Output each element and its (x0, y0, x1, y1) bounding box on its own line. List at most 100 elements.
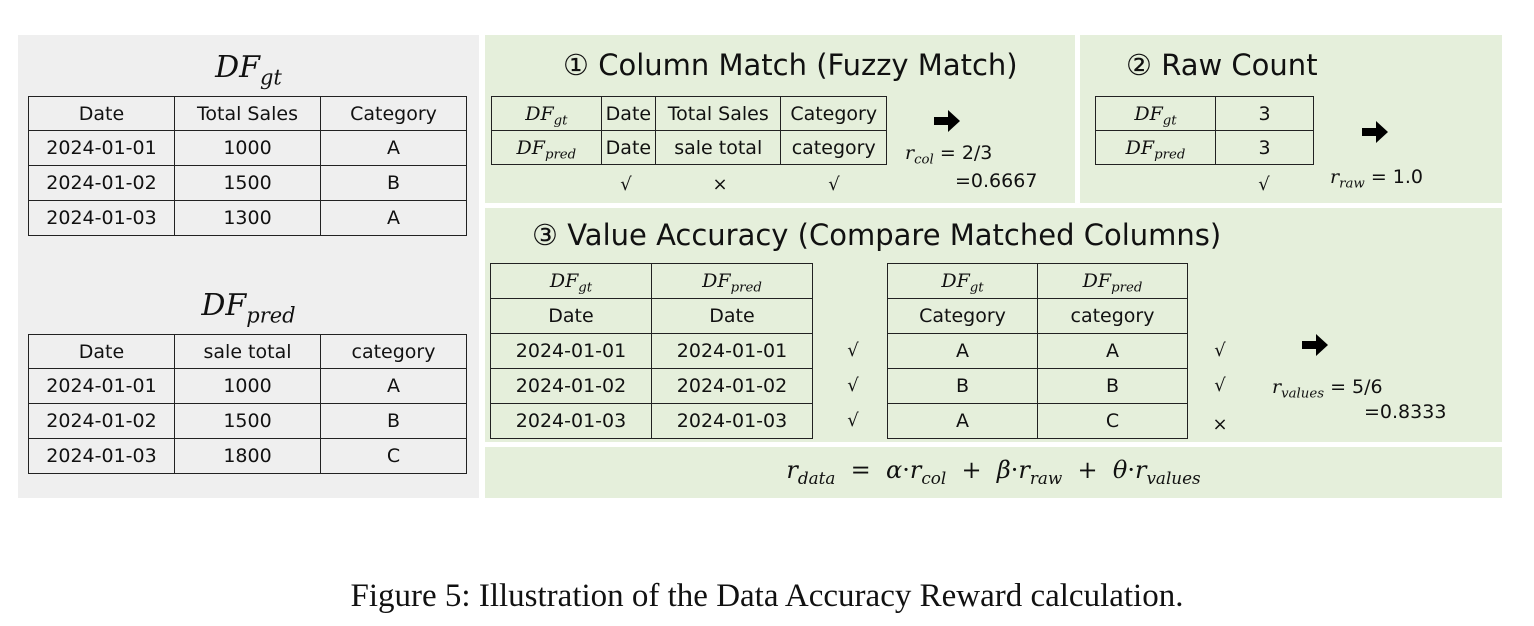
header-cell: category (320, 334, 467, 369)
formula-panel (485, 447, 1502, 498)
table-cell: 1300 (174, 200, 321, 236)
table-row: DFpred Date sale total category (491, 130, 887, 165)
formula-lhs-var: r (786, 456, 798, 484)
table-cell: 2024-01-01 (490, 333, 652, 369)
table-row: DFgt Date Total Sales Category (491, 96, 887, 131)
label-base: DF (549, 270, 579, 292)
formula-t3-var: r (1134, 456, 1147, 484)
df-gt-title-sub: gt (259, 65, 282, 90)
label-sub: gt (969, 280, 984, 296)
table-row: 2024-01-03 1800 C (28, 438, 467, 474)
table-cell: 2024-01-03 (490, 403, 652, 439)
label-base: DF (1134, 102, 1163, 125)
table-row: 2024-01-02 1500 B (28, 403, 467, 439)
table-row: 2024-01-01 1000 A (28, 368, 467, 404)
column-match-table: DFgt Date Total Sales Category DFpred Da… (491, 96, 887, 165)
formula-t3-coef: θ (1112, 456, 1128, 484)
table-cell: C (1037, 403, 1188, 439)
table-row: Date Date (490, 298, 813, 334)
table-header-row: Date sale total category (28, 334, 467, 369)
table-cell: A (1037, 333, 1188, 369)
label-base: DF (1125, 136, 1155, 159)
table-row: Category category (887, 298, 1188, 334)
table-cell: 2024-01-03 (651, 403, 813, 439)
table-cell: C (320, 438, 467, 474)
r-values-value: =0.8333 (1364, 401, 1447, 423)
table-cell: B (320, 403, 467, 439)
table-cell: 2024-01-02 (28, 165, 175, 201)
df-pred-label: DFpred (651, 263, 813, 299)
r-raw-result: rraw = 1.0 (1330, 166, 1423, 191)
result-var: r (905, 142, 915, 164)
table-cell: 1800 (174, 438, 321, 474)
right-arrow-icon (1362, 121, 1388, 143)
df-gt-label: DFgt (491, 96, 602, 131)
result-eq: = 2/3 (939, 142, 993, 164)
table-cell: B (320, 165, 467, 201)
value-accuracy-title: ③ Value Accuracy (Compare Matched Column… (532, 218, 1222, 252)
df-pred-title-base: DF (201, 288, 247, 323)
table-row: 2024-01-03 1300 A (28, 200, 467, 236)
table-cell: 2024-01-02 (651, 368, 813, 404)
formula-plus: + (961, 456, 982, 484)
table-row: 2024-01-01 1000 A (28, 130, 467, 166)
table-cell: 2024-01-01 (651, 333, 813, 369)
formula-t2-coef: β (996, 456, 1011, 484)
table-cell: A (320, 200, 467, 236)
df-pred-label: DFpred (1037, 263, 1188, 299)
table-cell: 2024-01-03 (28, 438, 175, 474)
label-base: DF (1082, 270, 1112, 292)
table-cell: 2024-01-03 (28, 200, 175, 236)
df-gt-table: Date Total Sales Category 2024-01-01 100… (28, 96, 467, 236)
table-cell: 2024-01-02 (28, 403, 175, 439)
table-cell: Date (600, 96, 657, 131)
value-table-category: DFgt DFpred Category category A A B B A … (887, 263, 1188, 439)
header-cell: Date (28, 334, 175, 369)
formula-t3-sub: values (1146, 467, 1201, 488)
label-sub: pred (1154, 147, 1186, 163)
match-mark: √ (1258, 174, 1270, 195)
formula-t1-sub: col (921, 467, 947, 488)
match-mark: × (712, 174, 728, 195)
figure-caption: Figure 5: Illustration of the Data Accur… (350, 578, 1184, 614)
df-pred-title: DFpred (18, 288, 479, 326)
df-pred-table: Date sale total category 2024-01-01 1000… (28, 334, 467, 474)
table-cell: A (887, 333, 1038, 369)
label-sub: gt (1162, 113, 1177, 129)
table-row: 2024-01-03 2024-01-03 (490, 403, 813, 439)
table-row: 2024-01-01 2024-01-01 (490, 333, 813, 369)
header-cell: Date (28, 96, 175, 131)
right-arrow-icon (934, 110, 960, 132)
header-cell: sale total (174, 334, 321, 369)
table-cell: 3 (1215, 130, 1314, 165)
result-var: r (1272, 376, 1282, 398)
table-header-row: DFgt DFpred (887, 263, 1188, 299)
r-values-result: rvalues = 5/6 (1272, 376, 1383, 401)
match-mark: √ (847, 340, 859, 361)
table-cell: B (887, 368, 1038, 404)
result-eq: = 1.0 (1370, 166, 1423, 188)
table-cell: 1500 (174, 403, 321, 439)
formula-lhs-sub: data (797, 467, 836, 488)
table-row: B B (887, 368, 1188, 404)
column-match-title: ① Column Match (Fuzzy Match) (563, 48, 1018, 82)
label-base: DF (941, 270, 970, 292)
table-cell: Category (780, 96, 887, 131)
table-cell: 2024-01-02 (490, 368, 652, 404)
label-base: DF (702, 270, 731, 292)
label-sub: pred (730, 280, 762, 296)
label-base: DF (525, 102, 554, 125)
label-sub: gt (553, 113, 568, 129)
raw-count-table: DFgt 3 DFpred 3 (1095, 96, 1314, 165)
table-cell: 3 (1215, 96, 1314, 131)
reward-formula: rdata = α·rcol + β·rraw + θ·rvalues (485, 456, 1502, 486)
match-mark: √ (828, 174, 840, 195)
table-cell: Category (887, 298, 1038, 334)
match-mark: √ (847, 410, 859, 431)
match-mark: √ (847, 375, 859, 396)
df-pred-label: DFpred (1095, 130, 1216, 165)
match-mark: √ (1214, 340, 1226, 361)
header-cell: Total Sales (174, 96, 321, 131)
table-cell: 2024-01-01 (28, 368, 175, 404)
table-header-row: DFgt DFpred (490, 263, 813, 299)
